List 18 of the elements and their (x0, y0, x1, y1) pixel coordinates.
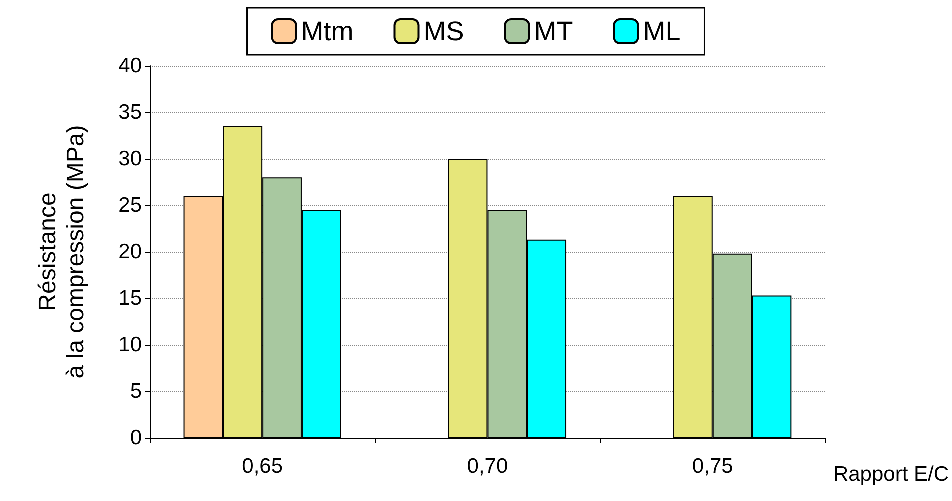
x-tick-label: 0,70 (467, 455, 508, 478)
y-axis-title: Résistance à la compression (MPa) (34, 125, 90, 379)
legend-label: Mtm (301, 16, 354, 46)
legend-label: MT (534, 16, 574, 46)
y-tick-label: 20 (118, 240, 142, 264)
x-tick-label: 0,75 (692, 455, 734, 478)
y-tick-label: 35 (118, 101, 142, 124)
legend-label: MS (424, 16, 464, 46)
y-tick-label: 15 (118, 287, 142, 310)
y-tick-label: 0 (130, 426, 142, 450)
legend-label: ML (643, 16, 681, 46)
y-tick-label: 25 (118, 194, 142, 217)
y-tick-label: 30 (118, 148, 142, 170)
x-axis-title: Rapport E/C (833, 463, 950, 486)
y-tick-label: 10 (118, 334, 142, 356)
x-tick-label: 0,65 (242, 455, 284, 478)
y-tick-label: 5 (130, 380, 142, 403)
y-tick-label: 40 (118, 54, 142, 78)
